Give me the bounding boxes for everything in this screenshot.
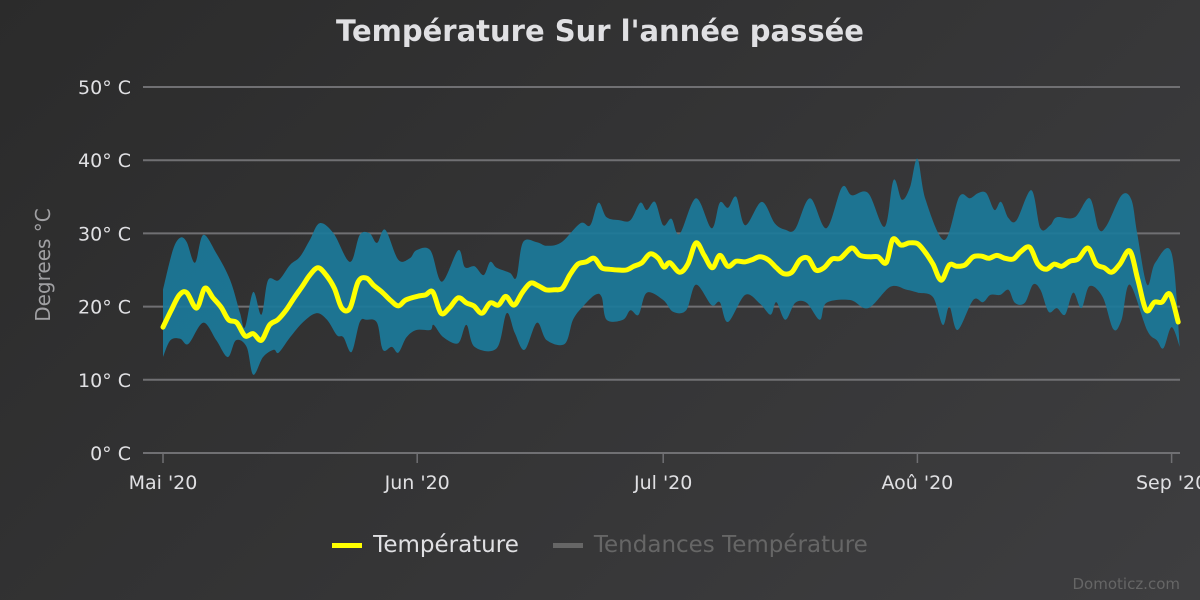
- x-tick-label: Jul '20: [633, 472, 692, 494]
- y-tick-label: 30° C: [78, 223, 131, 245]
- x-tick-label: Mai '20: [129, 472, 198, 494]
- legend-swatch-temperature: [332, 542, 363, 548]
- y-tick-label: 40° C: [78, 150, 131, 172]
- temperature-line: [160, 236, 1181, 343]
- legend-label-trend: Tendances Température: [593, 532, 868, 558]
- y-axis-title: Degrees °C: [31, 208, 55, 322]
- legend-item-trend[interactable]: Tendances Température: [552, 532, 868, 558]
- legend: Température Tendances Température: [0, 532, 1200, 558]
- y-tick-label: 20° C: [78, 297, 131, 319]
- credits-link[interactable]: Domoticz.com: [1072, 575, 1181, 593]
- y-tick-label: 10° C: [78, 370, 131, 392]
- y-tick-label: 50° C: [78, 77, 131, 99]
- chart-title: Température Sur l'année passée: [336, 14, 864, 48]
- x-tick-label: Aoû '20: [882, 472, 954, 494]
- legend-swatch-trend: [552, 542, 583, 548]
- x-axis: Mai '20 Jun '20 Jul '20 Aoû '20 Sep '20: [129, 453, 1200, 494]
- legend-label-temperature: Température: [373, 532, 519, 558]
- temperature-series[interactable]: [160, 236, 1181, 343]
- y-axis: 0° C 10° C 20° C 30° C 40° C 50° C: [78, 77, 131, 465]
- x-tick-label: Sep '20: [1136, 472, 1200, 494]
- legend-item-temperature[interactable]: Température: [332, 532, 519, 558]
- y-tick-label: 0° C: [90, 443, 131, 465]
- x-tick-label: Jun '20: [384, 472, 450, 494]
